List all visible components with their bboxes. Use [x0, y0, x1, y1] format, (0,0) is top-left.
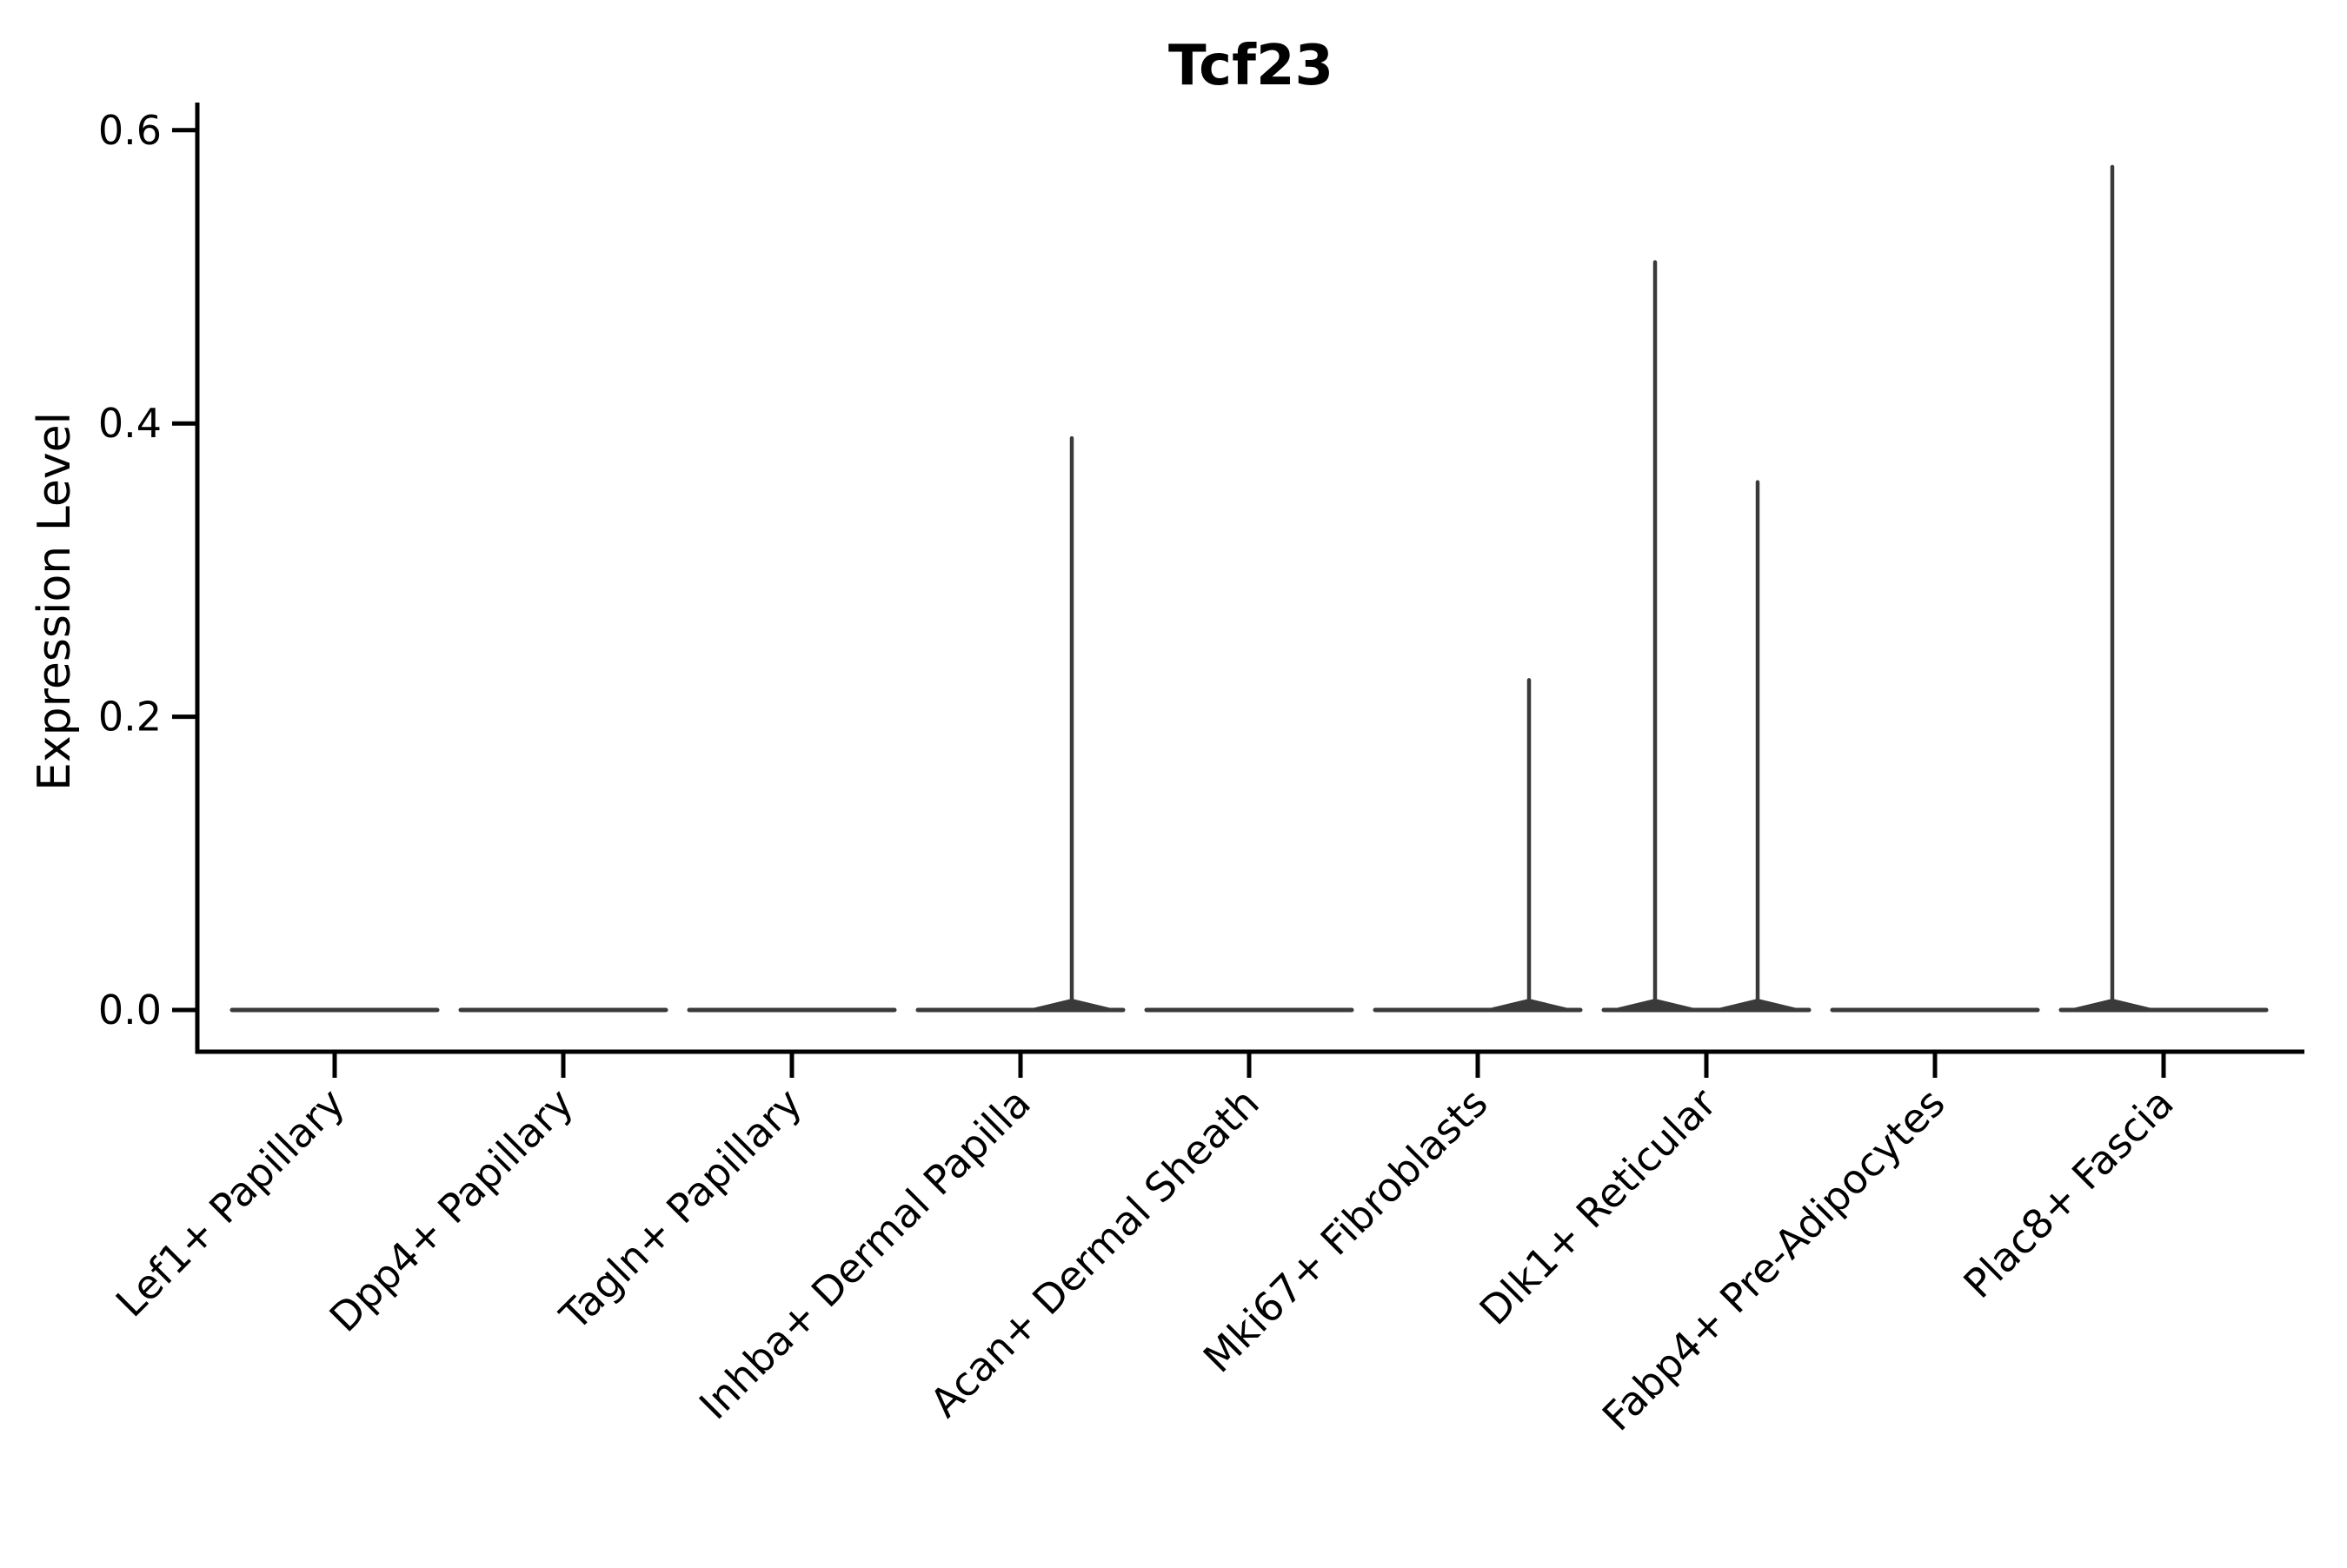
x-axis-label-3: Tagln+ Papillary	[550, 1080, 811, 1340]
x-axis-label-7: Dlk1+ Reticular	[1471, 1080, 1725, 1334]
y-tick-label: 0.0	[98, 987, 162, 1033]
y-axis-title: Expression Level	[29, 412, 81, 791]
x-axis-label-1: Lef1+ Papillary	[107, 1080, 354, 1326]
y-tick-label: 0.6	[98, 107, 162, 154]
chart-title: Tcf23	[1168, 34, 1333, 98]
axes: 0.0 0.2 0.4 0.6	[98, 103, 2304, 1078]
x-axis-label-9: Plac8+ Fascia	[1954, 1080, 2182, 1307]
x-axis-label-2: Dpp4+ Papillary	[321, 1080, 582, 1341]
y-tick-label: 0.4	[98, 400, 162, 447]
y-tick-label: 0.2	[98, 694, 162, 741]
violins	[229, 164, 2269, 1013]
